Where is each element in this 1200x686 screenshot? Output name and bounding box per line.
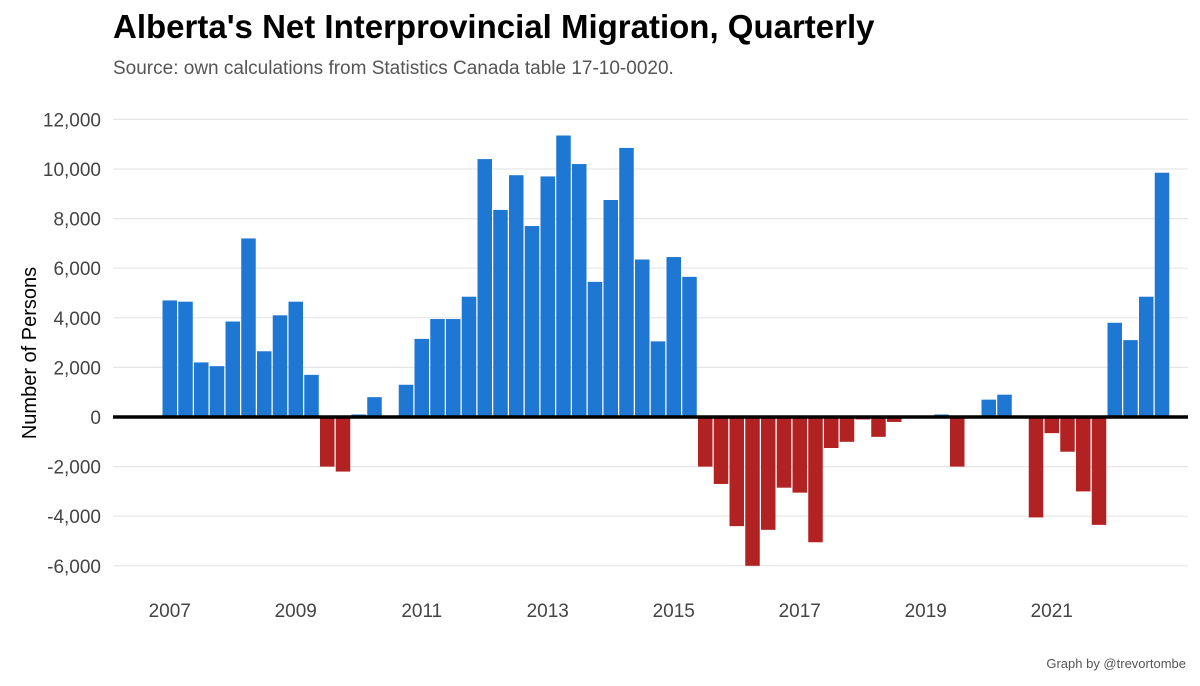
bar: [257, 351, 272, 417]
bar: [304, 374, 319, 417]
bar: [162, 300, 177, 417]
x-tick-label: 2007: [149, 601, 191, 622]
bar: [493, 209, 508, 417]
bar: [194, 362, 209, 417]
bar: [477, 159, 492, 417]
bar: [178, 301, 193, 417]
bar: [981, 399, 996, 417]
bar: [1044, 417, 1059, 434]
y-tick-label: -6,000: [47, 557, 101, 578]
bar: [682, 276, 697, 417]
bar: [1107, 322, 1122, 417]
bar: [209, 366, 225, 417]
bar: [619, 147, 634, 418]
bar: [241, 238, 256, 417]
bar: [792, 417, 807, 493]
bar: [288, 301, 303, 417]
axes: -6,000 -4,000 -2,000 0 2,000 4,000 6,000 8,000 1…: [43, 110, 1188, 622]
bar: [1076, 417, 1091, 492]
grid-lines: [113, 118, 1188, 567]
y-tick-label: 0: [90, 408, 101, 429]
bar: [335, 417, 351, 472]
bar: [808, 417, 823, 543]
bar: [446, 319, 461, 417]
bar: [524, 226, 540, 417]
bar: [225, 321, 240, 417]
bar: [320, 417, 335, 467]
x-tick-label: 2015: [653, 601, 695, 622]
bar: [761, 417, 776, 530]
chart-title: Alberta's Net Interprovincial Migration,…: [113, 8, 875, 45]
bar: [509, 175, 524, 417]
bar: [729, 417, 744, 527]
bar: [1060, 417, 1075, 452]
x-tick-label: 2013: [527, 601, 569, 622]
bar: [1123, 340, 1138, 417]
bar: [997, 394, 1012, 417]
bar: [587, 281, 603, 417]
bar: [839, 417, 855, 442]
bar: [1154, 172, 1170, 417]
y-tick-label: -4,000: [47, 507, 101, 528]
bar: [666, 257, 681, 417]
bar: [698, 417, 713, 467]
bar: [1139, 296, 1154, 417]
x-tick-label: 2009: [275, 601, 317, 622]
y-axis-label: Number of Persons: [19, 267, 41, 439]
x-tick-label: 2019: [905, 601, 947, 622]
bar: [1028, 417, 1044, 518]
y-tick-label: 12,000: [43, 110, 101, 131]
x-tick-label: 2011: [401, 601, 442, 622]
bar: [272, 315, 288, 417]
bar: [398, 384, 414, 417]
bars: [162, 135, 1170, 566]
chart-subtitle: Source: own calculations from Statistics…: [113, 58, 674, 79]
bar: [572, 164, 587, 417]
x-tick-label: 2021: [1031, 601, 1073, 622]
y-tick-label: 4,000: [53, 309, 101, 330]
bar: [461, 296, 477, 417]
bar: [887, 417, 902, 422]
bar: [430, 319, 445, 417]
y-tick-label: 2,000: [53, 358, 101, 379]
bar: [414, 338, 429, 417]
chart-caption: Graph by @trevortombe: [1046, 656, 1186, 671]
bar: [635, 259, 650, 417]
bar: [776, 417, 792, 488]
bar: [713, 417, 729, 484]
x-tick-label: 2017: [779, 601, 821, 622]
bar: [556, 135, 571, 417]
y-tick-label: -2,000: [47, 458, 101, 479]
y-tick-label: 6,000: [53, 259, 101, 280]
y-tick-label: 8,000: [53, 210, 101, 231]
bar: [650, 341, 666, 417]
bar: [367, 397, 382, 417]
bar: [871, 417, 886, 437]
bar: [603, 200, 618, 417]
bar: [824, 417, 839, 448]
bar: [745, 417, 760, 566]
y-tick-label: 10,000: [43, 160, 101, 181]
bar: [540, 176, 555, 417]
bar: [1091, 417, 1107, 525]
bar: [950, 417, 965, 467]
